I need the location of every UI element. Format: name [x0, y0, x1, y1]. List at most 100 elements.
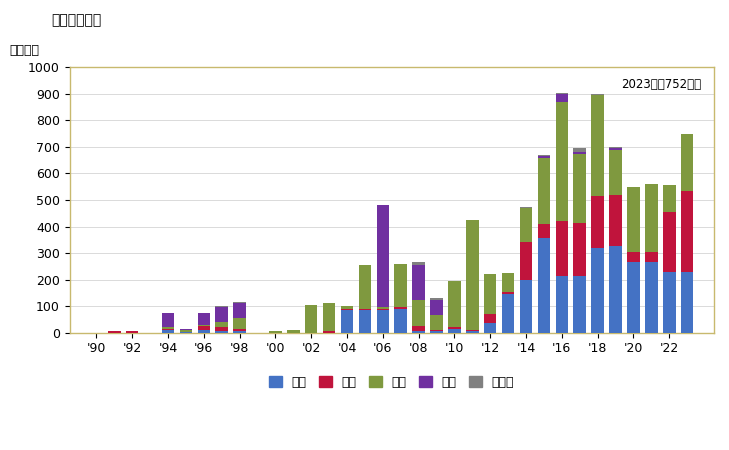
Bar: [663, 272, 676, 333]
Bar: [413, 326, 425, 331]
Bar: [287, 330, 300, 333]
Bar: [198, 326, 210, 330]
Bar: [538, 224, 550, 238]
Bar: [448, 327, 461, 328]
Bar: [413, 265, 425, 300]
Bar: [448, 328, 461, 333]
Bar: [430, 298, 443, 300]
Bar: [305, 305, 318, 333]
Bar: [359, 310, 371, 333]
Bar: [340, 310, 354, 333]
Bar: [233, 331, 246, 333]
Bar: [198, 313, 210, 325]
Bar: [466, 331, 479, 333]
Bar: [591, 94, 604, 95]
Bar: [555, 221, 568, 276]
Bar: [216, 307, 228, 322]
Bar: [216, 331, 228, 333]
Bar: [484, 274, 496, 314]
Bar: [538, 158, 550, 224]
Bar: [609, 147, 622, 148]
Bar: [340, 309, 354, 310]
Bar: [179, 329, 192, 330]
Bar: [216, 327, 228, 331]
Text: 2023年：752トン: 2023年：752トン: [621, 78, 701, 91]
Bar: [681, 272, 693, 333]
Bar: [162, 327, 174, 328]
Bar: [323, 303, 335, 331]
Bar: [502, 294, 515, 333]
Bar: [681, 134, 693, 191]
Bar: [359, 309, 371, 310]
Bar: [233, 318, 246, 328]
Bar: [502, 292, 515, 294]
Bar: [430, 315, 443, 330]
Bar: [574, 153, 586, 223]
Bar: [394, 309, 407, 333]
Bar: [179, 330, 192, 332]
Bar: [627, 262, 640, 333]
Bar: [609, 247, 622, 333]
Bar: [645, 262, 658, 333]
Bar: [394, 264, 407, 307]
Bar: [198, 330, 210, 333]
Bar: [574, 223, 586, 276]
Bar: [520, 243, 532, 279]
Bar: [466, 220, 479, 330]
Bar: [413, 262, 425, 265]
Bar: [645, 184, 658, 252]
Legend: タイ, 台湾, 中国, 韓国, その他: タイ, 台湾, 中国, 韓国, その他: [265, 371, 519, 394]
Bar: [377, 309, 389, 310]
Bar: [681, 191, 693, 272]
Bar: [108, 331, 120, 333]
Bar: [538, 156, 550, 157]
Bar: [377, 307, 389, 309]
Bar: [233, 302, 246, 303]
Bar: [413, 331, 425, 333]
Bar: [394, 307, 407, 309]
Bar: [609, 149, 622, 195]
Bar: [591, 196, 604, 248]
Bar: [162, 328, 174, 330]
Bar: [555, 93, 568, 94]
Bar: [340, 306, 354, 309]
Bar: [520, 208, 532, 243]
Bar: [430, 331, 443, 333]
Bar: [179, 332, 192, 333]
Bar: [555, 102, 568, 221]
Bar: [520, 279, 532, 333]
Bar: [574, 152, 586, 153]
Bar: [574, 276, 586, 333]
Bar: [269, 331, 281, 333]
Bar: [198, 325, 210, 326]
Bar: [484, 324, 496, 333]
Bar: [663, 212, 676, 272]
Bar: [538, 155, 550, 156]
Bar: [233, 328, 246, 331]
Bar: [430, 330, 443, 331]
Bar: [484, 314, 496, 324]
Bar: [216, 306, 228, 307]
Text: 輸入量の推移: 輸入量の推移: [51, 14, 101, 27]
Bar: [216, 322, 228, 327]
Bar: [663, 185, 676, 212]
Bar: [377, 310, 389, 333]
Bar: [627, 187, 640, 252]
Bar: [591, 95, 604, 196]
Bar: [126, 331, 139, 333]
Bar: [323, 331, 335, 333]
Bar: [377, 205, 389, 307]
Bar: [591, 248, 604, 333]
Bar: [609, 148, 622, 149]
Bar: [555, 94, 568, 102]
Bar: [520, 207, 532, 208]
Bar: [413, 300, 425, 326]
Bar: [162, 313, 174, 327]
Bar: [430, 300, 443, 315]
Bar: [555, 276, 568, 333]
Bar: [538, 238, 550, 333]
Bar: [466, 330, 479, 331]
Bar: [233, 303, 246, 318]
Bar: [448, 281, 461, 327]
Bar: [162, 330, 174, 333]
